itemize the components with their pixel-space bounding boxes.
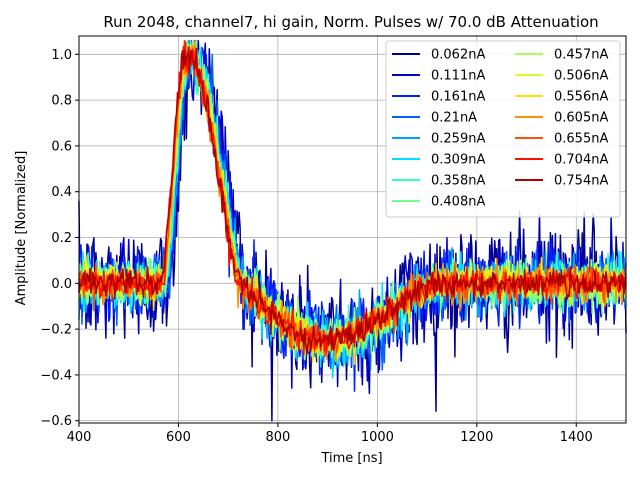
legend: 0.062nA 0.111nA 0.161nA 0.21nA 0.259nA 0.309n… <box>385 40 621 218</box>
y-tick-label: 0.4 <box>51 185 72 200</box>
x-tick-label: 400 <box>67 430 92 445</box>
legend-label: 0.21nA <box>431 111 477 126</box>
legend-label: 0.605nA <box>554 111 608 126</box>
series-line-0.605nA <box>78 40 627 363</box>
x-tick-label: 1200 <box>460 430 493 445</box>
legend-label: 0.457nA <box>554 48 608 63</box>
legend-label: 0.111nA <box>431 69 485 84</box>
series-lines <box>78 39 627 422</box>
x-tick-label: 600 <box>166 430 191 445</box>
legend-label: 0.062nA <box>431 48 485 63</box>
axis-ticks: 400 600 800 1000 1200 1400 −0.6 −0.4 −0.2 0.0 0.2 0… <box>40 48 592 445</box>
legend-label: 0.259nA <box>431 132 485 147</box>
y-tick-label: 0.8 <box>51 94 72 109</box>
y-tick-label: 0.2 <box>51 231 72 246</box>
y-axis-label: Amplitude [Normalized] <box>14 151 29 306</box>
legend-label: 0.754nA <box>554 174 608 189</box>
legend-label: 0.556nA <box>554 90 608 105</box>
x-tick-label: 1000 <box>361 430 394 445</box>
chart-title: Run 2048, channel7, hi gain, Norm. Pulse… <box>103 13 598 31</box>
legend-box <box>385 40 621 218</box>
legend-label: 0.161nA <box>431 90 485 105</box>
x-axis-label: Time [ns] <box>320 451 382 466</box>
legend-label: 0.704nA <box>554 153 608 168</box>
x-tick-label: 800 <box>265 430 290 445</box>
y-tick-label: 0.0 <box>51 277 72 292</box>
y-tick-label: 0.6 <box>51 139 72 154</box>
series-line-0.754nA <box>78 47 627 355</box>
y-tick-label: −0.6 <box>40 414 72 429</box>
y-tick-label: −0.2 <box>40 323 72 338</box>
y-tick-label: 1.0 <box>51 48 72 63</box>
legend-label: 0.506nA <box>554 69 608 84</box>
legend-label: 0.408nA <box>431 195 485 210</box>
plot-frame <box>78 35 627 424</box>
y-tick-label: −0.4 <box>40 368 72 383</box>
legend-label: 0.655nA <box>554 132 608 147</box>
legend-label: 0.309nA <box>431 153 485 168</box>
x-tick-label: 1400 <box>560 430 593 445</box>
legend-label: 0.358nA <box>431 174 485 189</box>
